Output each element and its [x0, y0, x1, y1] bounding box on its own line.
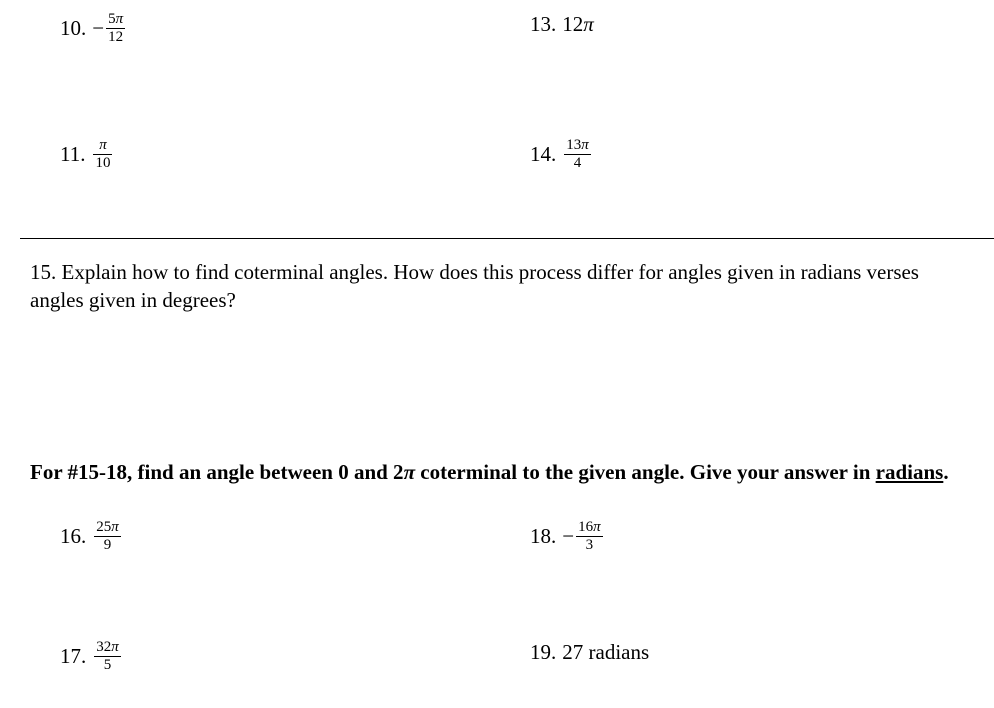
worksheet-page: 10.−5π12 13.12π 11.π10 14.13π4 15. Explain …	[0, 0, 994, 708]
instr-period: .	[943, 460, 948, 484]
section-b-instruction: For #15-18, find an angle between 0 and …	[30, 458, 960, 486]
instr-pi: π	[404, 460, 415, 484]
problem-10: 10.−5π12	[60, 12, 127, 45]
q15-text: 15. Explain how to find coterminal angle…	[30, 258, 960, 315]
problem-11: 11.π10	[60, 138, 114, 171]
problem-14: 14.13π4	[530, 138, 593, 171]
problem-19: 19.27 radians	[530, 640, 649, 665]
instr-radians: radians	[876, 460, 944, 484]
instr-prefix: For #15-18, find an angle between 0 and …	[30, 460, 404, 484]
problem-18: 18.−16π3	[530, 520, 605, 553]
q15-number: 15.	[30, 260, 56, 284]
problem-13: 13.12π	[530, 12, 594, 37]
q15-body: Explain how to find coterminal angles. H…	[30, 260, 919, 312]
section-divider	[20, 238, 994, 239]
problem-17: 17.32π5	[60, 640, 123, 673]
instr-suffix: coterminal to the given angle. Give your…	[415, 460, 876, 484]
problem-16: 16.25π9	[60, 520, 123, 553]
